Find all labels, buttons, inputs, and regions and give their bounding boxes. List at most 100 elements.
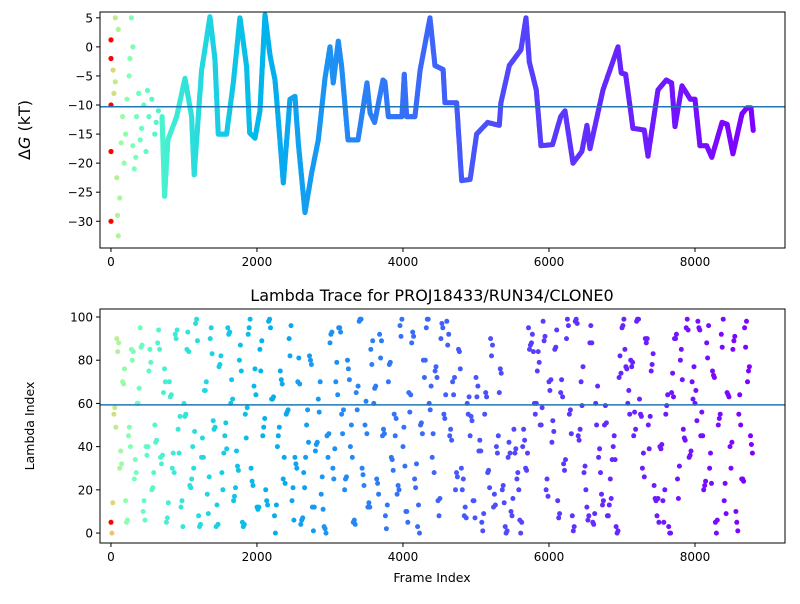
data-point — [603, 420, 609, 426]
data-point — [315, 396, 321, 402]
data-point — [345, 366, 351, 372]
data-point — [137, 325, 143, 331]
data-point — [238, 368, 244, 374]
data-point — [673, 331, 679, 337]
data-point — [529, 340, 534, 346]
data-point — [218, 353, 224, 359]
data-point — [553, 344, 559, 350]
data-point — [312, 448, 318, 454]
data-point — [458, 465, 464, 471]
data-point — [454, 470, 459, 476]
data-point — [271, 394, 276, 400]
data-point — [236, 357, 242, 363]
data-point — [219, 470, 225, 476]
data-point — [699, 409, 705, 415]
data-point — [242, 411, 248, 417]
data-point — [272, 530, 278, 536]
data-point — [705, 355, 711, 361]
data-point — [522, 437, 528, 443]
data-point — [261, 424, 267, 430]
data-point — [118, 140, 124, 146]
x-tick-label: 8000 — [680, 550, 711, 564]
y-tick-label: −10 — [68, 99, 93, 113]
data-point — [733, 509, 739, 514]
data-point — [679, 377, 685, 383]
data-point — [375, 480, 381, 486]
data-point — [670, 370, 676, 376]
data-point — [694, 418, 700, 424]
data-point — [112, 15, 118, 21]
delta-g-axes: 0 2000 4000 6000 8000 5 0 −5 −10 −15 −20 −25 −30 ΔG … — [15, 11, 786, 269]
data-point — [577, 426, 583, 432]
data-point — [715, 422, 721, 428]
data-point — [434, 375, 440, 380]
data-point — [370, 338, 376, 344]
data-point — [220, 487, 226, 493]
data-point — [452, 375, 457, 380]
data-point — [146, 368, 152, 374]
delta-g-ylabel: ΔG (kT) — [15, 100, 34, 160]
data-point — [549, 439, 555, 445]
data-point — [290, 485, 296, 491]
data-point — [453, 487, 458, 493]
data-point — [408, 392, 414, 398]
data-point — [400, 444, 406, 450]
data-point — [131, 476, 137, 482]
data-point — [723, 511, 729, 517]
data-point — [558, 390, 564, 396]
data-point — [200, 454, 206, 460]
data-point — [540, 318, 546, 324]
data-point — [322, 526, 328, 532]
data-point — [741, 478, 747, 484]
data-point — [581, 470, 587, 476]
data-point — [164, 515, 170, 521]
data-point — [137, 137, 143, 143]
data-point — [519, 519, 525, 525]
data-point — [475, 383, 481, 389]
data-point — [130, 44, 136, 50]
data-point — [152, 131, 158, 137]
data-point — [654, 513, 660, 519]
data-point — [565, 323, 571, 329]
data-point — [644, 336, 650, 342]
data-point — [185, 329, 191, 335]
data-point — [671, 394, 676, 400]
data-point — [110, 500, 116, 506]
data-point — [735, 528, 741, 534]
data-point — [175, 426, 181, 432]
data-point — [387, 359, 393, 365]
data-point — [276, 424, 282, 430]
data-point — [509, 513, 515, 519]
data-point — [616, 375, 622, 380]
data-point — [731, 338, 737, 344]
data-point — [594, 422, 600, 428]
data-point — [173, 336, 179, 342]
data-point — [124, 96, 130, 102]
y-tick-label: 5 — [85, 11, 93, 25]
data-point — [513, 446, 519, 452]
data-point — [108, 55, 114, 62]
data-point — [151, 470, 157, 476]
data-point — [417, 530, 422, 536]
data-point — [428, 383, 434, 389]
data-point — [133, 114, 140, 120]
data-point — [691, 364, 697, 370]
data-point — [748, 433, 753, 439]
data-point — [534, 368, 540, 374]
data-point — [663, 411, 669, 417]
data-point — [610, 444, 616, 450]
data-point — [112, 405, 118, 411]
data-point — [253, 392, 259, 398]
data-point — [341, 407, 346, 413]
data-point — [122, 366, 127, 372]
data-point — [743, 344, 749, 350]
data-point — [677, 357, 683, 363]
data-point — [622, 346, 628, 352]
data-point — [132, 457, 138, 463]
data-point — [361, 483, 367, 488]
data-point — [153, 119, 159, 125]
data-point — [166, 379, 172, 385]
data-point — [402, 463, 408, 469]
data-point — [700, 433, 706, 439]
data-point — [399, 316, 405, 322]
